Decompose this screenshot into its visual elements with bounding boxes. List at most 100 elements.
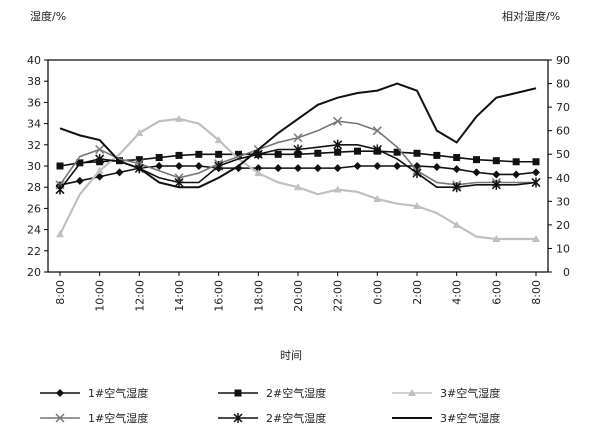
left-tick-label: 30 [27, 160, 41, 173]
series-2-point [155, 154, 163, 162]
legend-label: 3#空气湿度 [440, 411, 500, 425]
series-3-point [56, 230, 64, 238]
series-1-point [175, 162, 183, 170]
series-2-point [235, 150, 242, 158]
legend-label: 2#空气湿度 [266, 411, 326, 425]
series-5-point [214, 161, 224, 171]
series-5-point [95, 153, 105, 164]
right-tick-label: 90 [556, 54, 570, 67]
x-tick-label: 0:00 [371, 280, 384, 305]
series-5-point [372, 144, 382, 155]
series-1-point [75, 176, 84, 185]
series-5-point [491, 179, 501, 190]
series-2-point [413, 149, 421, 157]
left-tick-label: 20 [27, 266, 41, 279]
legend: 1#空气湿度 2#空气湿度 3#空气湿度 1#空气湿度 2#空气湿度 3#空气湿度 [40, 386, 500, 425]
right-tick-label: 60 [556, 125, 570, 138]
left-tick-label: 22 [27, 245, 41, 258]
legend-label: 3#空气湿度 [440, 386, 500, 400]
left-tick-label: 38 [27, 75, 41, 88]
x-tick-label: 22:00 [332, 280, 345, 312]
x-tick-label: 8:00 [54, 280, 67, 305]
series-2-point [492, 157, 500, 165]
series-group [55, 82, 541, 243]
series-4-point [95, 144, 105, 155]
series-5-point [531, 177, 541, 188]
right-tick-label: 80 [556, 78, 570, 91]
legend-item-1: 1#空气湿度 [40, 386, 148, 400]
legend-item-6: 3#空气湿度 [392, 411, 500, 425]
series-3-point [452, 220, 461, 228]
series-3-point [413, 202, 421, 210]
series-2-point [135, 156, 143, 164]
legend-item-5: 2#空气湿度 [218, 411, 326, 425]
x-tick-label: 8:00 [530, 280, 543, 305]
series-2-point [334, 148, 342, 156]
series-1-point [452, 165, 461, 174]
series-1-point [313, 164, 322, 173]
legend-item-4: 1#空气湿度 [40, 411, 148, 425]
series-3-point [95, 166, 104, 174]
series-2-point [453, 154, 461, 162]
series-3-point [532, 235, 540, 243]
series-1-point [492, 170, 501, 179]
series-1-point [512, 170, 521, 179]
series-3-point [175, 114, 183, 122]
series-2-point [473, 156, 480, 164]
series-2-point [215, 150, 223, 158]
left-tick-label: 24 [27, 224, 41, 237]
left-tick-label: 28 [27, 181, 41, 194]
left-tick-label: 32 [27, 139, 41, 152]
series-6-line [59, 82, 537, 189]
series-3-point [333, 185, 342, 193]
legend-label: 2#空气湿度 [266, 386, 326, 400]
legend-item-2: 2#空气湿度 [218, 386, 326, 400]
right-axis-title: 相对湿度/% [502, 9, 560, 23]
series-2-point [195, 150, 203, 158]
x-tick-label: 12:00 [133, 280, 146, 312]
series-1-point [432, 163, 441, 172]
right-tick-label: 30 [556, 195, 570, 208]
x-tick-label: 16:00 [213, 280, 226, 312]
series-4-point [372, 126, 382, 136]
left-tick-label: 34 [27, 118, 41, 131]
right-tick-label: 40 [556, 172, 570, 185]
series-2-point [512, 158, 520, 166]
series-1-point [274, 164, 283, 173]
series-3 [56, 114, 540, 243]
x-tick-label: 4:00 [451, 280, 464, 305]
left-axis-title: 湿度/% [30, 9, 66, 23]
series-4-point [293, 133, 303, 143]
left-tick-label: 40 [27, 54, 41, 67]
series-2-point [274, 150, 282, 158]
series-2-point [393, 148, 401, 156]
legend-label: 1#空气湿度 [88, 386, 148, 400]
series-5-point [174, 177, 184, 188]
series-1-point [472, 168, 481, 177]
right-tick-label: 20 [556, 219, 570, 232]
series-3-point [492, 235, 501, 243]
x-tick-label: 10:00 [94, 280, 107, 312]
series-5-point [333, 139, 343, 150]
series-3-point [294, 183, 302, 191]
right-tick-label: 70 [556, 101, 570, 114]
series-1-point [532, 168, 540, 177]
series-2-point [532, 158, 540, 166]
series-1-point [333, 164, 342, 173]
legend-swatch-marker [55, 413, 65, 423]
left-tick-label: 26 [27, 202, 41, 215]
series-2-point [175, 151, 183, 159]
x-axis-title: 时间 [280, 349, 302, 362]
legend-label: 1#空气湿度 [88, 411, 148, 425]
series-5-point [452, 182, 462, 193]
legend-swatch-marker [56, 389, 64, 397]
series-2-point [76, 159, 84, 167]
right-tick-label: 10 [556, 242, 570, 255]
right-axis: 0 10 20 30 40 50 60 70 80 90 [548, 54, 570, 279]
series-3-point [135, 129, 144, 137]
legend-swatch-marker [234, 389, 242, 397]
series-4-point [333, 116, 343, 126]
left-axis: 20 22 24 26 28 30 32 34 36 38 40 [27, 54, 48, 279]
x-tick-label: 18:00 [252, 280, 265, 312]
